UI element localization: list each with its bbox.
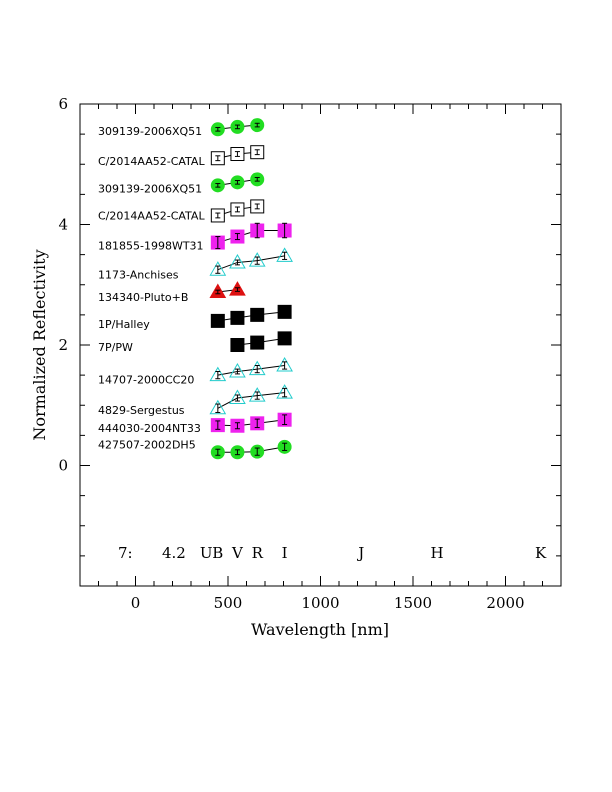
- y-tick-label: 2: [58, 336, 68, 354]
- series-label: 7P/PW: [98, 341, 133, 354]
- series-label: C/2014AA52-CATAL: [98, 155, 205, 168]
- series-8: [230, 331, 292, 352]
- data-point: [209, 366, 227, 382]
- x-tick-label: 2000: [486, 594, 524, 612]
- series-label: 181855-1998WT31: [98, 240, 204, 253]
- series-label: 134340-Pluto+B: [98, 291, 188, 304]
- x-tick-label: 0: [131, 594, 141, 612]
- axis-ticks: [79, 103, 562, 587]
- series-10: [209, 384, 293, 415]
- data-point: [209, 261, 227, 276]
- series-4: [210, 222, 292, 250]
- series-line: [217, 392, 285, 409]
- band-label-J: J: [356, 544, 364, 562]
- x-tick-label: 500: [214, 594, 243, 612]
- axis-tick-labels: 0 500 1000 1500 2000 0 2 4 6: [58, 95, 524, 612]
- series-label: 427507-2002DH5: [98, 438, 196, 451]
- data-point: [276, 356, 293, 372]
- y-tick-label: 6: [58, 95, 68, 113]
- series-line: [217, 364, 285, 376]
- series-label: C/2014AA52-CATAL: [98, 209, 205, 222]
- series-layer: [209, 118, 293, 460]
- series-line: [217, 255, 285, 271]
- data-point: [209, 399, 227, 415]
- series-1: [210, 145, 265, 166]
- y-tick-label: 4: [58, 216, 68, 234]
- series-label: 1173-Anchises: [98, 269, 179, 282]
- series-label: 309139-2006XQ51: [98, 125, 202, 138]
- series-5: [209, 247, 293, 276]
- footer-value: 4.2: [162, 544, 186, 562]
- band-label-U: U: [200, 544, 213, 562]
- band-label-I: I: [282, 544, 288, 562]
- data-point: [248, 360, 266, 376]
- series-line: [217, 311, 285, 322]
- data-point: [229, 363, 246, 378]
- data-point: [276, 384, 293, 399]
- series-0: [210, 118, 265, 137]
- y-tick-label: 0: [58, 457, 68, 475]
- y-axis-title: Normalized Reflectivity: [30, 249, 49, 440]
- series-line: [217, 230, 285, 244]
- series-labels: 309139-2006XQ51 C/2014AA52-CATAL 309139-20…: [98, 125, 205, 451]
- data-point: [229, 253, 246, 269]
- series-9: [209, 356, 293, 382]
- band-label-H: H: [431, 544, 444, 562]
- x-tick-label: 1000: [301, 594, 339, 612]
- x-axis-title: Wavelength [nm]: [251, 620, 389, 639]
- series-7: [210, 304, 292, 328]
- series-11: [210, 412, 292, 433]
- series-label: 309139-2006XQ51: [98, 182, 202, 195]
- series-line: [217, 446, 285, 453]
- series-line: [217, 419, 285, 427]
- plot-frame: [79, 103, 562, 587]
- series-6: [209, 281, 246, 298]
- data-point: [248, 387, 266, 402]
- data-point: [276, 247, 293, 262]
- x-tick-label: 1500: [394, 594, 432, 612]
- series-3: [210, 199, 265, 223]
- data-point: [248, 252, 266, 267]
- band-label-R: R: [252, 544, 264, 562]
- band-label-B: B: [212, 544, 223, 562]
- footer-prefix: 7:: [118, 544, 133, 562]
- series-12: [210, 439, 292, 460]
- series-label: 444030-2004NT33: [98, 422, 201, 435]
- series-2: [210, 172, 265, 193]
- band-label-V: V: [231, 544, 244, 562]
- series-label: 1P/Halley: [98, 318, 150, 331]
- data-point: [229, 389, 246, 405]
- band-label-K: K: [535, 544, 547, 562]
- series-label: 14707-2000CC20: [98, 373, 194, 386]
- series-label: 4829-Sergestus: [98, 404, 185, 417]
